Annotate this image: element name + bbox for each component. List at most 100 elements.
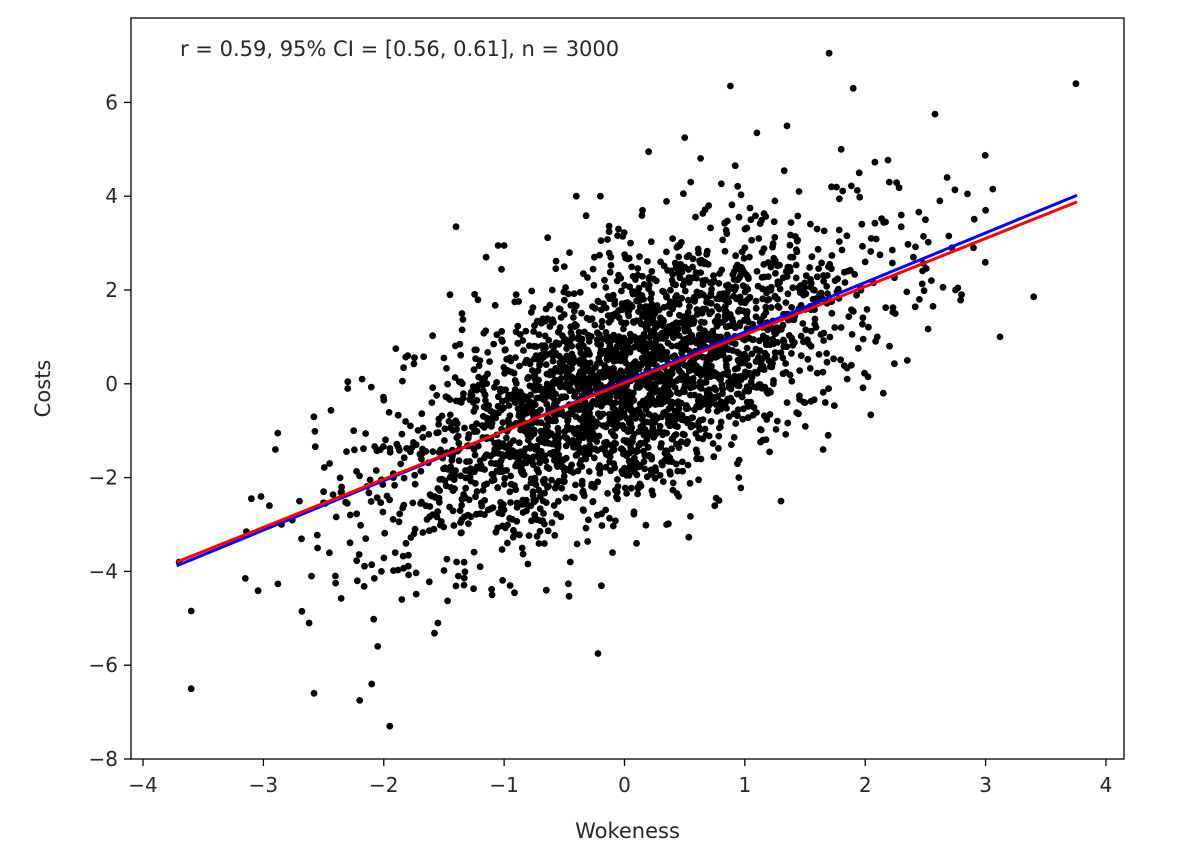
data-point <box>891 360 898 368</box>
data-point <box>783 122 791 130</box>
data-point <box>723 404 730 412</box>
data-point <box>601 276 608 284</box>
data-point <box>865 323 872 331</box>
data-point <box>536 459 544 467</box>
data-point <box>686 479 694 487</box>
data-point <box>458 310 466 317</box>
data-point <box>831 324 839 331</box>
data-point <box>584 331 592 339</box>
data-point <box>583 314 591 322</box>
data-point <box>871 219 879 227</box>
data-point <box>786 371 794 379</box>
data-point <box>676 274 684 282</box>
data-point <box>407 448 414 456</box>
data-point <box>486 358 493 365</box>
data-point <box>922 216 929 224</box>
data-point <box>741 288 749 296</box>
data-point <box>533 466 541 473</box>
data-point <box>523 484 530 491</box>
data-point <box>813 369 821 377</box>
data-point <box>487 459 495 467</box>
data-point <box>714 318 722 325</box>
data-point <box>780 167 788 175</box>
data-point <box>399 552 407 560</box>
data-point <box>727 441 735 448</box>
data-point <box>849 84 857 92</box>
data-point <box>386 722 394 730</box>
data-point <box>481 391 489 399</box>
data-point <box>500 242 508 249</box>
data-point <box>541 349 548 357</box>
data-point <box>673 342 681 350</box>
data-point <box>562 442 570 450</box>
data-point <box>506 412 514 420</box>
data-point <box>338 488 345 496</box>
data-point <box>735 213 743 221</box>
data-point <box>501 474 509 482</box>
data-point <box>719 236 726 244</box>
data-point <box>731 365 739 373</box>
data-point <box>685 533 693 541</box>
data-point <box>707 356 714 363</box>
data-point <box>460 558 468 566</box>
data-point <box>761 349 769 357</box>
data-point <box>344 385 352 392</box>
data-point <box>725 382 733 389</box>
data-point <box>644 376 651 384</box>
data-point <box>506 488 514 496</box>
data-point <box>734 406 742 414</box>
data-point <box>546 323 554 330</box>
data-point <box>516 531 523 539</box>
data-point <box>749 336 757 344</box>
data-point <box>859 384 867 392</box>
data-point <box>717 180 725 188</box>
data-point <box>577 338 585 345</box>
data-point <box>680 190 687 198</box>
data-point <box>715 334 723 341</box>
data-point <box>474 296 482 304</box>
data-point <box>723 331 731 339</box>
data-point <box>771 234 779 241</box>
data-point <box>594 340 601 348</box>
data-point <box>548 519 556 527</box>
data-point <box>541 520 548 528</box>
data-point <box>483 480 491 488</box>
data-point <box>575 435 583 442</box>
data-point <box>665 374 673 382</box>
data-point <box>449 487 457 494</box>
data-point <box>714 313 722 320</box>
data-point <box>528 287 536 295</box>
data-point <box>715 280 723 287</box>
data-point <box>607 428 615 436</box>
data-point <box>807 220 814 228</box>
data-point <box>519 337 527 344</box>
data-point <box>248 495 255 503</box>
data-point <box>357 521 364 529</box>
data-point <box>612 517 619 525</box>
data-point <box>609 368 617 375</box>
data-point <box>683 402 690 409</box>
data-point <box>600 367 608 375</box>
data-point <box>731 324 739 332</box>
y-tick-label: 4 <box>105 184 118 208</box>
data-point <box>561 478 568 485</box>
data-point <box>782 431 790 438</box>
data-point <box>912 243 919 251</box>
data-point <box>320 464 328 471</box>
data-point <box>559 383 567 390</box>
data-point <box>633 383 640 391</box>
data-point <box>536 362 543 369</box>
regression-lines <box>176 193 1078 568</box>
data-point <box>630 319 638 326</box>
data-point <box>897 211 905 219</box>
data-point <box>471 346 479 354</box>
data-point <box>774 302 782 310</box>
data-point <box>799 320 807 327</box>
data-point <box>561 296 568 304</box>
data-point <box>562 494 570 502</box>
data-point <box>490 340 498 348</box>
data-point <box>563 434 571 442</box>
data-point <box>544 483 551 491</box>
data-point <box>614 483 622 490</box>
data-point <box>858 220 866 228</box>
